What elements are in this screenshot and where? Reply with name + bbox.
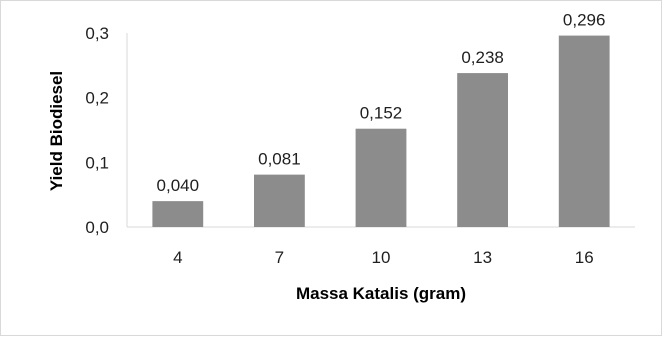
bar [254, 174, 305, 227]
y-tick-label: 0,0 [85, 218, 109, 237]
y-axis-title: Yield Biodiesel [47, 71, 66, 191]
x-tick-labels: 4 7 10 13 16 [173, 248, 594, 267]
data-label: 0,152 [360, 104, 403, 123]
data-label: 0,040 [157, 176, 200, 195]
x-tick-label: 16 [575, 248, 594, 267]
x-axis-title: Massa Katalis (gram) [296, 284, 466, 303]
data-label: 0,238 [461, 48, 504, 67]
bar [558, 35, 610, 227]
bars [152, 35, 610, 228]
y-tick-label: 0,2 [85, 89, 109, 108]
bar [355, 128, 407, 227]
data-label: 0,081 [258, 150, 301, 169]
data-label: 0,296 [563, 11, 606, 30]
x-tick-label: 10 [372, 248, 391, 267]
bar [152, 201, 204, 227]
y-tick-label: 0,3 [85, 24, 109, 43]
plot-area: 0,0 0,1 0,2 0,3 0,040 0,081 0,152 0,238 0,296 4… [85, 11, 635, 267]
x-tick-label: 4 [173, 248, 182, 267]
bar [457, 73, 508, 228]
x-tick-label: 7 [275, 248, 284, 267]
y-tick-label: 0,1 [85, 153, 109, 172]
y-tick-labels: 0,0 0,1 0,2 0,3 [85, 24, 109, 237]
x-tick-label: 13 [473, 248, 492, 267]
data-labels: 0,040 0,081 0,152 0,238 0,296 [157, 11, 606, 196]
